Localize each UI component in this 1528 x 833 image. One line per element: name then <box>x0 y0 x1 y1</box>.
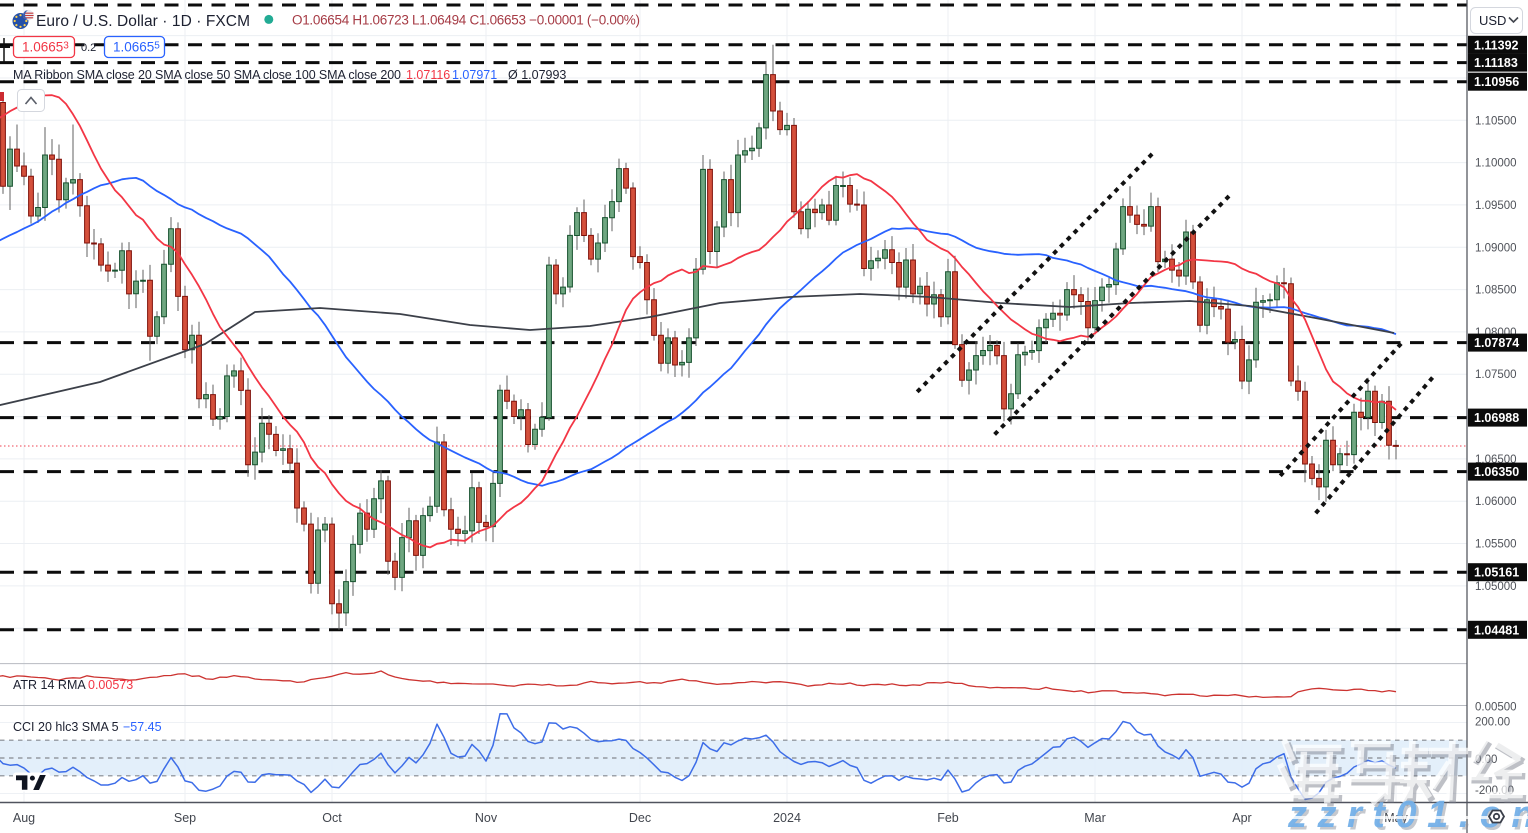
svg-text:1.05000: 1.05000 <box>1475 581 1517 593</box>
svg-text:1.11183: 1.11183 <box>1474 56 1518 70</box>
svg-text:MA Ribbon SMA close 20 SMA clo: MA Ribbon SMA close 20 SMA close 50 SMA … <box>13 68 401 82</box>
svg-text:ATR 14 RMA: ATR 14 RMA <box>13 678 86 692</box>
svg-text:CCI 20 hlc3 SMA 5: CCI 20 hlc3 SMA 5 <box>13 720 119 734</box>
svg-text:1.09500: 1.09500 <box>1475 200 1517 212</box>
svg-text:0.2: 0.2 <box>81 42 96 54</box>
svg-text:Sep: Sep <box>174 811 196 825</box>
svg-text:Dec: Dec <box>629 811 651 825</box>
svg-text:zzrt01.cn: zzrt01.cn <box>1290 797 1528 833</box>
svg-text:Aug: Aug <box>13 811 35 825</box>
svg-text:1.05500: 1.05500 <box>1475 539 1517 551</box>
svg-text:1.07874: 1.07874 <box>1474 336 1519 350</box>
svg-text:1.06653: 1.06653 <box>22 40 69 55</box>
svg-text:1.07971: 1.07971 <box>452 68 497 82</box>
svg-text:1.10956: 1.10956 <box>1474 75 1519 89</box>
svg-text:1.06350: 1.06350 <box>1474 465 1519 479</box>
svg-text:200.00: 200.00 <box>1475 717 1510 729</box>
svg-text:1.04481: 1.04481 <box>1474 623 1519 637</box>
svg-text:−57.45: −57.45 <box>123 720 162 734</box>
svg-text:Oct: Oct <box>322 811 342 825</box>
svg-text:1.06655: 1.06655 <box>113 40 160 55</box>
svg-text:1.09000: 1.09000 <box>1475 242 1517 254</box>
svg-text:0.00573: 0.00573 <box>88 678 133 692</box>
svg-text:1.06988: 1.06988 <box>1474 411 1519 425</box>
svg-text:Ø 1.07993: Ø 1.07993 <box>508 68 566 82</box>
svg-text:1.05161: 1.05161 <box>1474 566 1519 580</box>
svg-text:Euro / U.S. Dollar · 1D · FXCM: Euro / U.S. Dollar · 1D · FXCM <box>36 13 250 30</box>
svg-text:Feb: Feb <box>937 811 959 825</box>
svg-text:1.10500: 1.10500 <box>1475 115 1517 127</box>
svg-text:2024: 2024 <box>773 811 801 825</box>
svg-text:O1.06654 H1.06723 L1.06494: O1.06654 H1.06723 L1.06494 C1.06653 −0.0… <box>292 13 640 28</box>
svg-text:USD: USD <box>1479 13 1506 28</box>
svg-text:1.11392: 1.11392 <box>1474 38 1519 52</box>
svg-text:zzrt01.cn: zzrt01.cn <box>1287 794 1528 833</box>
svg-text:Mar: Mar <box>1084 811 1106 825</box>
svg-text:1.07116: 1.07116 <box>406 68 450 82</box>
svg-text:Nov: Nov <box>475 811 498 825</box>
svg-text:Apr: Apr <box>1232 811 1251 825</box>
svg-text:1.06000: 1.06000 <box>1475 496 1517 508</box>
svg-text:1.10000: 1.10000 <box>1475 158 1517 170</box>
svg-text:0.00500: 0.00500 <box>1475 702 1517 714</box>
svg-text:1.08500: 1.08500 <box>1475 285 1517 297</box>
svg-text:1.07500: 1.07500 <box>1475 369 1517 381</box>
